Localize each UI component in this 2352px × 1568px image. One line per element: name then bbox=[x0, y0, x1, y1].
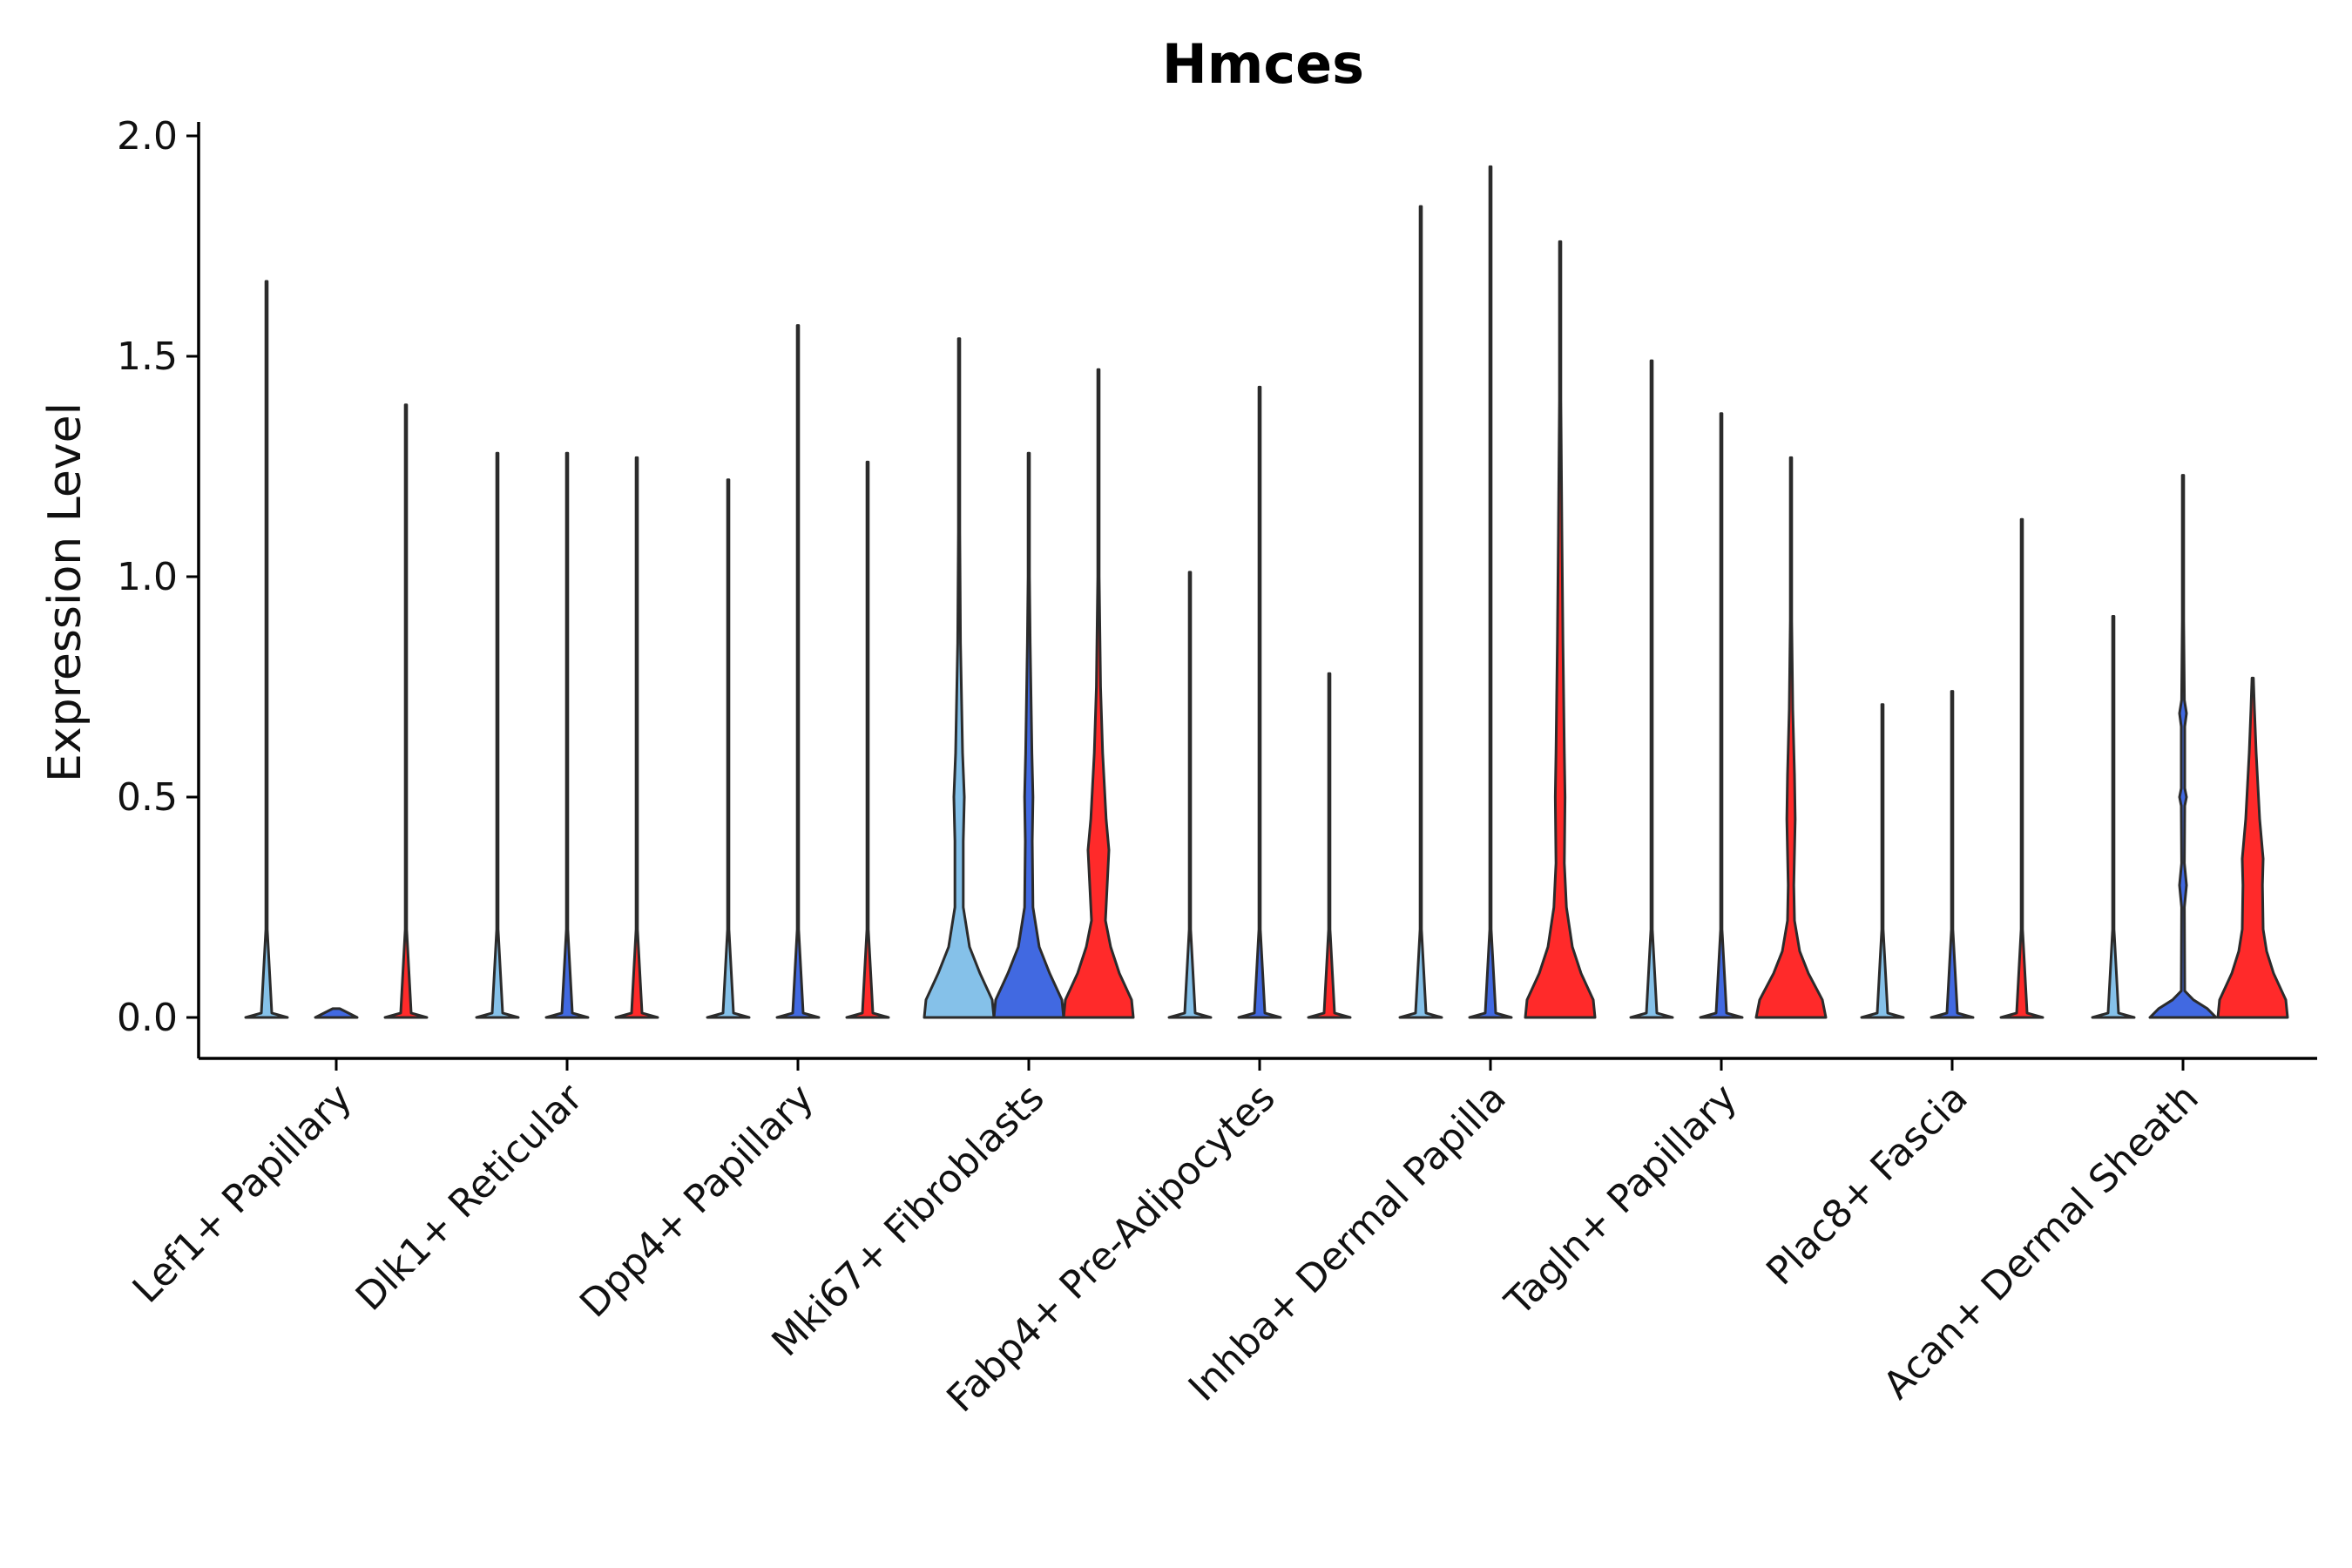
violin bbox=[1860, 703, 1905, 1019]
y-tick-label: 1.0 bbox=[117, 555, 178, 599]
violin bbox=[1699, 412, 1744, 1019]
violin bbox=[1930, 690, 1975, 1019]
violin bbox=[1524, 240, 1597, 1019]
violin bbox=[923, 337, 996, 1019]
y-tick-label: 1.5 bbox=[117, 335, 178, 379]
violin bbox=[2216, 676, 2289, 1019]
violin bbox=[706, 478, 751, 1019]
violin bbox=[2148, 474, 2218, 1019]
y-axis-label: Expression Level bbox=[39, 402, 91, 782]
x-tick-label: Plac8+ Fascia bbox=[1758, 1076, 1977, 1294]
violin bbox=[475, 451, 520, 1019]
x-tick-label: Dpp4+ Papillary bbox=[571, 1076, 822, 1327]
violin bbox=[1062, 368, 1135, 1019]
y-tick-label: 0.5 bbox=[117, 775, 178, 820]
x-tick-label: Lef1+ Papillary bbox=[125, 1076, 361, 1312]
violin bbox=[1468, 165, 1513, 1019]
x-tick-label: Tagln+ Papillary bbox=[1497, 1076, 1746, 1325]
violin bbox=[383, 403, 429, 1019]
violin bbox=[1237, 385, 1282, 1019]
violin bbox=[775, 324, 821, 1019]
violin bbox=[614, 456, 659, 1019]
violin bbox=[1307, 672, 1352, 1019]
x-tick-label: Dlk1+ Reticular bbox=[348, 1075, 592, 1320]
y-tick-label: 0.0 bbox=[117, 996, 178, 1040]
violin bbox=[1398, 205, 1443, 1019]
violin bbox=[244, 280, 289, 1019]
violin bbox=[1999, 517, 2044, 1019]
violin bbox=[544, 451, 590, 1019]
y-tick-label: 2.0 bbox=[117, 114, 178, 159]
violin bbox=[992, 451, 1065, 1019]
violin bbox=[1629, 359, 1674, 1019]
violin bbox=[314, 1007, 359, 1019]
violin bbox=[1167, 571, 1213, 1019]
violin bbox=[1754, 456, 1828, 1019]
violin bbox=[845, 460, 890, 1019]
chart-title: Hmces bbox=[1162, 32, 1364, 96]
violins-group bbox=[244, 165, 2289, 1019]
violin bbox=[2091, 615, 2136, 1019]
